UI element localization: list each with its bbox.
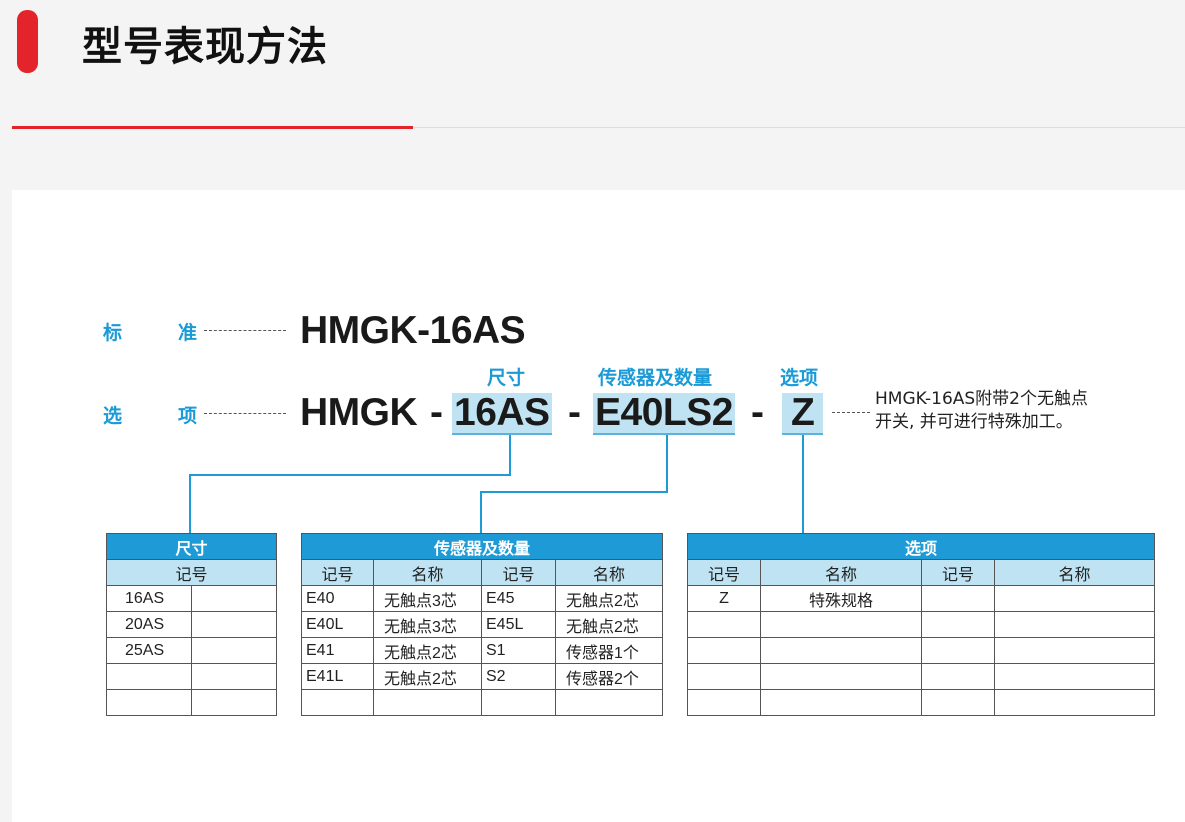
table-row (301, 689, 663, 716)
sensor-code: E40LS2 (593, 391, 735, 435)
table-row: E41L 无触点2芯 S2 传感器2个 (301, 663, 663, 690)
standard-label-2: 准 (178, 322, 198, 344)
table-row: E40L 无触点3芯 E45L 无触点2芯 (301, 611, 663, 638)
page-title: 型号表现方法 (82, 24, 328, 70)
table-row (106, 689, 277, 716)
table-row: 16AS (106, 585, 277, 612)
table-row (687, 663, 1155, 690)
size-connector (189, 435, 511, 533)
separator: - (430, 391, 443, 434)
size-caption: 尺寸 (487, 367, 526, 389)
note-line-1: HMGK-16AS附带2个无触点 (875, 389, 1088, 409)
table-row: Z 特殊规格 (687, 585, 1155, 612)
size-table-header: 记号 (106, 559, 277, 586)
option-code: Z (782, 393, 824, 435)
table-row: 25AS (106, 637, 277, 664)
sensor-table: 传感器及数量 记号 名称 记号 名称 E40 无触点3芯 E45 无触点2芯 E40L… (301, 533, 663, 716)
table-row (687, 637, 1155, 664)
option-table: 选项 记号 名称 记号 名称 Z 特殊规格 (687, 533, 1155, 716)
sensor-connector (480, 435, 668, 533)
separator: - (568, 391, 581, 434)
title-accent-bar (17, 10, 38, 73)
size-code: 16AS (452, 391, 552, 435)
model-prefix: HMGK (300, 391, 418, 434)
leader-dash (204, 413, 286, 414)
leader-dash (832, 412, 870, 413)
divider (413, 127, 1185, 128)
size-table: 尺寸 记号 16AS 20AS 25AS (106, 533, 277, 716)
sensor-table-title: 传感器及数量 (301, 533, 663, 560)
leader-dash (204, 330, 286, 331)
option-table-title: 选项 (687, 533, 1155, 560)
standard-model: HMGK-16AS (300, 309, 526, 352)
option-label-2: 项 (178, 405, 198, 427)
option-label-1: 选 (103, 405, 123, 427)
content-card (12, 190, 1185, 822)
table-row: 20AS (106, 611, 277, 638)
option-caption: 选项 (780, 367, 819, 389)
table-row: E40 无触点3芯 E45 无触点2芯 (301, 585, 663, 612)
table-row: E41 无触点2芯 S1 传感器1个 (301, 637, 663, 664)
note-line-2: 开关, 并可进行特殊加工。 (875, 412, 1073, 432)
table-row (687, 689, 1155, 716)
sensor-caption: 传感器及数量 (598, 367, 713, 389)
table-row (687, 611, 1155, 638)
separator: - (751, 391, 764, 434)
standard-label-1: 标 (103, 322, 123, 344)
table-row (106, 663, 277, 690)
size-table-title: 尺寸 (106, 533, 277, 560)
title-underline (12, 126, 413, 129)
